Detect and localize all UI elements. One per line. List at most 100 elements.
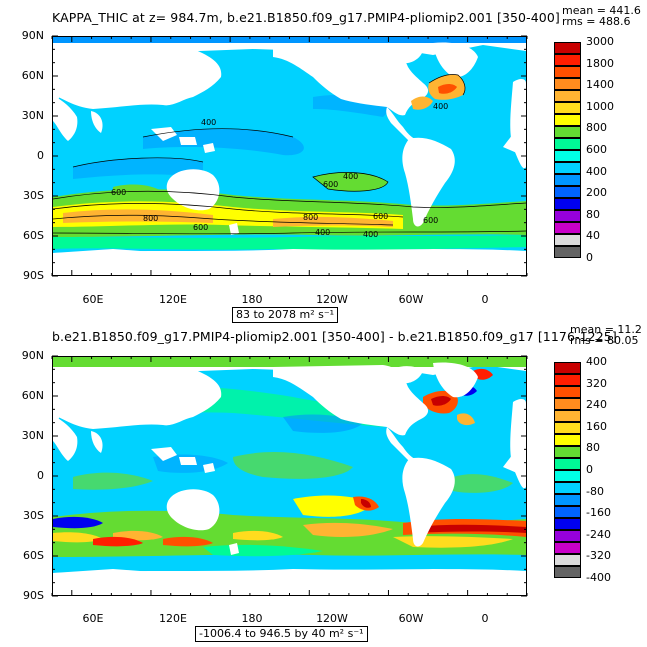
panel2-colorbar-swatch xyxy=(554,530,581,542)
contour-label: 400 xyxy=(363,230,378,239)
panel1-colorbar-label: 0 xyxy=(586,251,593,264)
panel2-map-canvas xyxy=(53,357,526,595)
panel2-colorbar-swatch xyxy=(554,362,581,374)
panel1-colorbar-swatch xyxy=(554,78,581,90)
panel2-colorbar: 400 320 240 160 80 0 -80 -160 -240 -320 -400 xyxy=(554,355,644,588)
panel2-lon-label: 60E xyxy=(82,612,104,625)
panel1-colorbar-label: 80 xyxy=(586,207,600,221)
panel2-colorbar-label: 0 xyxy=(586,463,593,476)
panel1-title: KAPPA_THIC at z= 984.7m, b.e21.B1850.f09… xyxy=(52,10,560,25)
panel2-colorbar-label: 80 xyxy=(586,441,600,455)
panel1-colorbar-label: 600 xyxy=(586,143,607,156)
panel2-colorbar-swatch xyxy=(554,566,581,578)
panel1-colorbar-swatch xyxy=(554,234,581,246)
panel1-mean: mean = 441.6 xyxy=(562,4,641,17)
panel1-lon-label: 180 xyxy=(241,293,263,306)
panel2-rms: rms = 80.05 xyxy=(570,334,639,347)
panel2-lat-label: 90N xyxy=(21,349,44,362)
contour-label: 600 xyxy=(423,216,438,225)
panel1-colorbar-label: 200 xyxy=(586,186,607,200)
panel2-colorbar-swatch xyxy=(554,518,581,530)
panel2-colorbar-label: 400 xyxy=(586,355,607,368)
panel2-colorbar-swatch xyxy=(554,554,581,566)
panel2-colorbar-swatch xyxy=(554,398,581,410)
panel2-colorbar-swatch xyxy=(554,410,581,422)
panel2-lon-label: 0 xyxy=(481,612,489,625)
panel1-range: 83 to 2078 m² s⁻¹ xyxy=(232,307,339,323)
panel1-colorbar-swatch xyxy=(554,42,581,54)
panel1-colorbar-label: 800 xyxy=(586,121,607,135)
panel2-colorbar-swatch xyxy=(554,506,581,518)
panel1-lat-label: 0 xyxy=(37,149,44,162)
panel2-lon-label: 120W xyxy=(316,612,348,625)
contour-label: 600 xyxy=(323,180,338,189)
panel2-colorbar-label: -80 xyxy=(586,484,604,498)
australia xyxy=(166,169,220,211)
contour-label: 600 xyxy=(111,188,126,197)
panel1-lon-label: 120W xyxy=(316,293,348,306)
panel1-colorbar-swatch xyxy=(554,102,581,114)
panel1-colorbar-swatch xyxy=(554,198,581,210)
panel2-colorbar-label: -160 xyxy=(586,506,611,520)
panel2-map xyxy=(52,356,527,596)
panel2-title: b.e21.B1850.f09_g17.PMIP4-pliomip2.001 [… xyxy=(52,329,617,344)
panel2-lat-label: 30S xyxy=(23,509,44,522)
panel2-colorbar-swatch xyxy=(554,470,581,482)
panel2-lat-label: 90S xyxy=(23,589,44,602)
panel1-colorbar-label: 1800 xyxy=(586,56,614,70)
antarctica xyxy=(53,249,526,275)
panel2-colorbar-swatch xyxy=(554,374,581,386)
north-america xyxy=(273,45,429,116)
panel1-map: 400 400 600 600 400 600 800 600 800 600 … xyxy=(52,36,527,276)
panel1-colorbar-swatch xyxy=(554,174,581,186)
panel2-colorbar-swatch xyxy=(554,494,581,506)
panel2-colorbar-label: 320 xyxy=(586,376,607,390)
arctic-strip xyxy=(53,37,526,43)
panel1-colorbar-swatch xyxy=(554,66,581,78)
panel1-lat-label: 60N xyxy=(21,69,44,82)
panel2-lat-label: 60N xyxy=(21,389,44,402)
panel2-mean: mean = 11.2 xyxy=(570,323,642,336)
panel1-rms: rms = 488.6 xyxy=(562,15,631,28)
panel1-lon-label: 120E xyxy=(159,293,187,306)
panel1-map-canvas: 400 400 600 600 400 600 800 600 800 600 … xyxy=(53,37,526,275)
panel1-lat-label: 30S xyxy=(23,189,44,202)
contour-label: 800 xyxy=(143,214,158,223)
panel2-colorbar-label: 160 xyxy=(586,419,607,433)
contour-label: 600 xyxy=(373,212,388,221)
contour-label: 800 xyxy=(303,213,318,222)
panel1-colorbar-label: 1000 xyxy=(586,99,614,113)
contour-label: 400 xyxy=(201,118,216,127)
panel1-colorbar: 3000 1800 1400 1000 800 600 400 200 80 40 0 xyxy=(554,35,644,268)
panel1-lat-label: 90N xyxy=(21,29,44,42)
panel1-colorbar-swatch xyxy=(554,150,581,162)
panel2-lon-label: 60W xyxy=(398,612,424,625)
panel2-lat-label: 0 xyxy=(37,469,44,482)
panel2-range: -1006.4 to 946.5 by 40 m² s⁻¹ xyxy=(195,626,368,642)
panel1-lat-label: 60S xyxy=(23,229,44,242)
south-america xyxy=(402,137,455,227)
contour-label: 400 xyxy=(315,228,330,237)
panel1-lon-label: 60E xyxy=(82,293,104,306)
panel1-colorbar-swatch xyxy=(554,126,581,138)
panel2-colorbar-label: -320 xyxy=(586,549,611,563)
panel2-lon-label: 180 xyxy=(241,612,263,625)
panel1-colorbar-label: 400 xyxy=(586,164,607,178)
panel2-lon-label: 120E xyxy=(159,612,187,625)
panel1-lon-label: 60W xyxy=(398,293,424,306)
panel1-colorbar-label: 1400 xyxy=(586,78,614,92)
contour-label: 400 xyxy=(343,172,358,181)
panel2-colorbar-swatch xyxy=(554,482,581,494)
eurasia xyxy=(53,49,222,109)
panel1-colorbar-label: 40 xyxy=(586,229,600,243)
panel2-colorbar-label: 240 xyxy=(586,398,607,412)
panel2-colorbar-swatch xyxy=(554,386,581,398)
panel2-colorbar-swatch xyxy=(554,458,581,470)
panel1-colorbar-swatch xyxy=(554,186,581,198)
africa xyxy=(510,79,526,169)
panel1-colorbar-label: 3000 xyxy=(586,35,614,48)
panel2-colorbar-swatch xyxy=(554,422,581,434)
contour-label: 400 xyxy=(433,102,448,111)
panel1-lat-label: 90S xyxy=(23,269,44,282)
panel1-colorbar-swatch xyxy=(554,222,581,234)
